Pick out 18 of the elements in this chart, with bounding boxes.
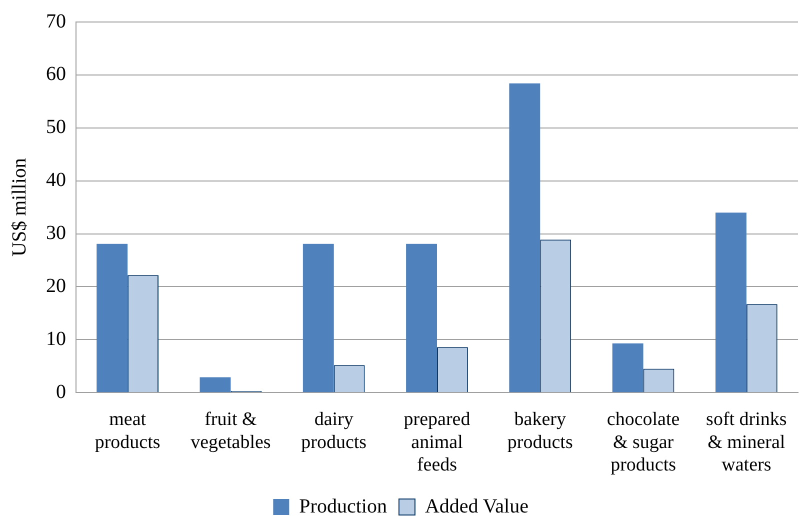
x-tick-label: meat products	[94, 408, 160, 453]
y-tick-label: 10	[46, 328, 66, 350]
y-tick-label: 40	[46, 169, 66, 192]
x-tick-label: dairy products	[301, 408, 367, 453]
y-tick-label: 30	[46, 222, 66, 244]
x-tick-label: soft drinks & mineral waters	[706, 408, 787, 476]
y-tick-label: 50	[46, 116, 66, 138]
y-tick-label: 70	[46, 10, 66, 32]
y-tick-label: 0	[56, 380, 66, 403]
legend-label: Production	[299, 495, 387, 518]
x-tick-label: chocolate & sugar products	[606, 408, 680, 476]
x-tick-label: bakery products	[507, 408, 573, 453]
x-tick-label: fruit & vegetables	[190, 408, 271, 453]
y-axis-title: US$ million	[8, 158, 30, 256]
y-tick-label: 60	[46, 63, 66, 86]
y-tick-label: 20	[46, 274, 66, 297]
x-tick-label: prepared animal feeds	[404, 408, 471, 476]
legend-label: Added Value	[424, 495, 529, 518]
